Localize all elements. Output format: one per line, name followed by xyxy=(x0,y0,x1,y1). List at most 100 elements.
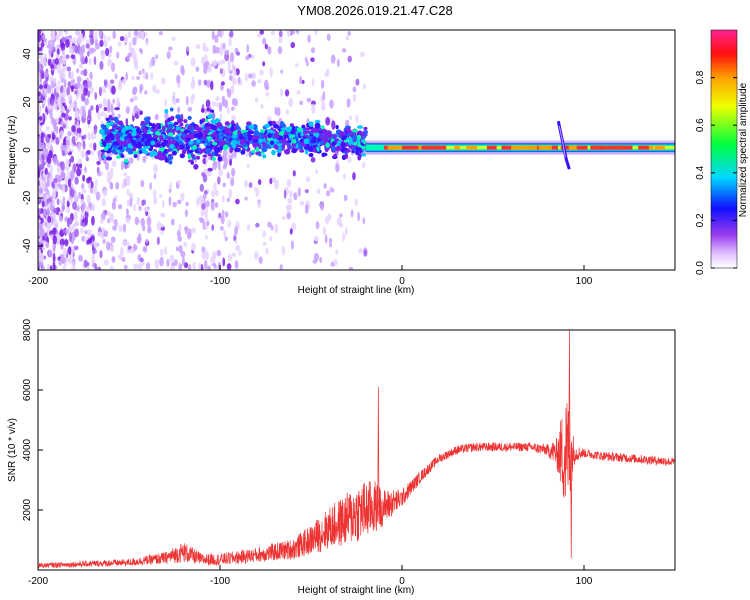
heat-cell xyxy=(352,134,357,141)
heat-cell xyxy=(183,119,188,124)
heat-cell xyxy=(89,86,94,94)
heat-cell xyxy=(46,207,50,214)
heat-cell xyxy=(238,250,242,256)
heat-cell xyxy=(43,232,48,240)
heat-cell xyxy=(202,174,208,183)
heat-cell xyxy=(267,120,273,126)
heat-cell xyxy=(84,97,90,106)
heat-cell xyxy=(41,200,45,208)
heat-cell xyxy=(346,98,351,108)
heat-cell xyxy=(206,136,212,140)
heat-cell xyxy=(219,113,223,122)
heat-cell xyxy=(137,262,143,270)
heat-cell xyxy=(46,180,50,188)
heat-cell xyxy=(267,46,272,55)
heat-cell xyxy=(74,220,80,227)
tone-peak xyxy=(387,145,406,150)
heat-cell xyxy=(74,110,79,118)
heat-cell xyxy=(134,64,139,70)
heat-cell xyxy=(94,30,98,41)
heat-cell xyxy=(63,78,67,88)
heat-cell xyxy=(99,128,105,135)
heat-cell xyxy=(205,46,209,52)
heat-cell xyxy=(276,107,281,117)
heat-cell xyxy=(178,244,183,254)
heat-cell xyxy=(234,147,241,153)
heat-cell xyxy=(38,219,41,224)
heat-cell xyxy=(311,78,315,87)
heat-cell xyxy=(51,182,56,189)
heat-cell xyxy=(306,118,310,124)
heat-cell xyxy=(278,35,283,44)
heat-cell xyxy=(39,252,45,263)
heat-cell xyxy=(117,113,121,119)
heat-cell xyxy=(235,143,240,148)
heat-cell xyxy=(222,257,226,267)
heat-cell xyxy=(230,84,235,95)
heat-cell xyxy=(185,137,191,142)
heat-cell xyxy=(295,30,300,35)
heat-cell xyxy=(110,167,114,176)
heat-cell xyxy=(65,54,70,59)
heat-cell xyxy=(126,188,130,196)
heat-cell xyxy=(145,262,151,270)
tone-peak xyxy=(600,145,607,150)
heat-cell xyxy=(87,134,92,141)
heat-cell xyxy=(45,242,50,248)
tone-peak xyxy=(656,145,665,150)
heat-cell xyxy=(218,212,222,218)
heat-cell xyxy=(152,84,157,93)
heat-cell xyxy=(38,187,43,193)
heat-cell xyxy=(62,259,65,265)
heat-cell xyxy=(94,178,98,188)
heat-cell xyxy=(175,126,181,130)
heat-cell xyxy=(153,173,157,179)
heat-cell xyxy=(226,197,231,203)
heat-cell xyxy=(87,90,91,98)
heat-cell xyxy=(308,152,314,158)
heat-cell xyxy=(52,30,56,38)
heat-cell xyxy=(170,265,176,270)
heat-cell xyxy=(73,211,78,221)
heat-cell xyxy=(100,111,105,117)
heat-cell xyxy=(108,81,112,91)
heat-cell xyxy=(73,245,79,251)
heat-cell xyxy=(137,107,141,117)
heat-cell xyxy=(58,72,62,79)
heat-cell xyxy=(70,85,74,93)
heat-cell xyxy=(89,37,95,46)
heat-cell xyxy=(210,80,214,91)
heat-cell xyxy=(328,237,333,244)
heat-cell xyxy=(83,259,88,269)
heat-cell xyxy=(84,230,88,235)
heat-cell xyxy=(289,190,293,198)
heat-cell xyxy=(104,161,110,171)
heat-cell xyxy=(284,148,291,155)
heat-cell xyxy=(313,235,319,242)
snr-ticks: -200 -100 0 100 2000 4000 6000 8000 xyxy=(22,318,593,587)
heat-cell xyxy=(57,176,63,183)
heat-cell xyxy=(185,145,191,150)
heat-cell xyxy=(119,35,125,42)
heat-cell xyxy=(231,252,236,258)
heat-cell xyxy=(89,202,93,211)
heat-cell xyxy=(325,142,330,149)
heat-cell xyxy=(98,103,103,109)
snr-xlabel: Height of straight line (km) xyxy=(298,585,415,596)
heat-cell xyxy=(313,143,317,149)
snr-ytick-label: 6000 xyxy=(22,378,33,401)
heat-cell xyxy=(312,147,317,153)
heat-cell xyxy=(142,70,147,80)
heat-cell xyxy=(353,141,358,146)
heat-cell xyxy=(314,120,321,124)
heat-cell xyxy=(263,79,269,89)
heat-cell xyxy=(40,153,45,159)
heat-cell xyxy=(81,188,87,194)
heat-cell xyxy=(340,142,346,147)
heat-cell xyxy=(288,97,294,108)
heat-cell xyxy=(191,156,196,160)
heat-cell xyxy=(144,140,150,147)
heat-cell xyxy=(142,246,146,252)
heat-cell xyxy=(102,189,108,197)
heat-cell xyxy=(339,213,343,218)
